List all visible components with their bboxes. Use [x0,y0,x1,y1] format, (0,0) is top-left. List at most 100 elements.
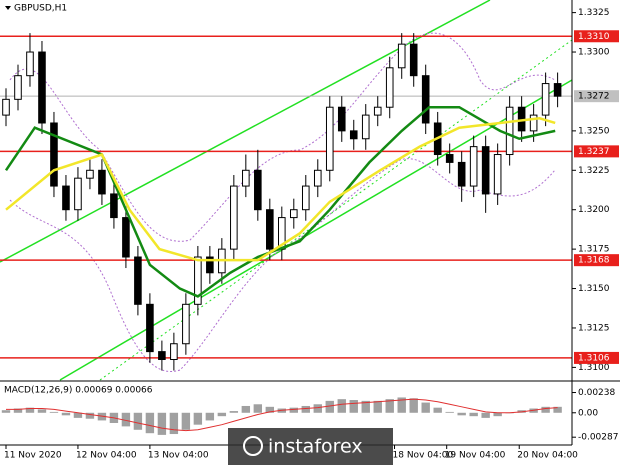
x-tick-label: 19 Nov 04:00 [445,451,506,461]
chart-title: GBPUSD,H1 [14,4,67,14]
candle-body [170,343,178,361]
candle-body [301,185,310,211]
candle-body [158,351,166,361]
x-tick-label: 13 Nov 04:00 [148,451,209,461]
candle-body [493,154,502,195]
channel-mid [99,39,573,381]
macd-bar [181,412,191,430]
macd-bar [337,399,346,413]
candle-body [74,177,82,211]
candle-body [194,256,202,305]
candle-body [313,169,322,187]
y-tick-label: 1.3250 [578,126,610,136]
candle-body [445,154,454,163]
macd-bar [481,412,490,418]
moving-average [4,105,556,298]
candle-body [14,75,22,100]
channel-lower [59,79,573,381]
macd-bar [157,412,167,435]
y-tick-label: 1.3325 [578,8,610,18]
candle-body [86,169,94,179]
envelope-upper [9,32,556,242]
candle-body [230,185,238,250]
candle-body [289,209,298,219]
y-tick-label: 1.3200 [578,205,610,215]
macd-bar [421,402,430,413]
last-price-box [574,90,619,103]
candle-body [62,185,70,211]
macd-bar [493,412,502,417]
candle-body [2,98,10,116]
candle-body [182,303,190,345]
macd-bar [373,400,382,413]
macd-bar [313,404,322,413]
macd-bar [37,409,47,413]
macd-bar [361,400,370,413]
level-box [574,30,619,43]
last-price-label: 1.3272 [578,92,610,102]
macd-bar [229,411,239,413]
macd-bar [205,412,215,421]
macd-bar [217,412,227,417]
candle-body [541,83,550,116]
x-tick-label: 20 Nov 04:00 [517,451,578,461]
candle-body [553,83,562,97]
macd-bar [193,412,203,425]
macd-bar [73,412,83,418]
macd-bar [169,412,179,435]
macd-title: MACD(12,26,9) 0.00069 0.00066 [4,386,153,396]
macd-bar [469,412,478,417]
macd-bar [253,404,263,413]
macd-bar [85,412,95,419]
macd-bar [409,398,418,413]
macd-bar [553,406,562,413]
candle-body [361,114,370,140]
candle-body [397,43,406,69]
signal-line [5,398,558,432]
candle-body [349,130,358,140]
y-tick-label: 1.3225 [578,166,610,176]
channel-lines [0,0,573,381]
watermark: instaforex [228,428,393,465]
candle-body [481,146,490,195]
moving-average [5,116,556,262]
candle-body [409,43,418,77]
x-tick-label: 18 Nov 04:00 [393,451,454,461]
macd-bar [13,408,23,413]
macd-bar [121,412,131,427]
candle-body [421,75,430,124]
x-tick-label: 11 Nov 2020 [4,451,62,461]
y-tick-label: 1.3300 [578,48,610,58]
macd-bar [49,411,59,413]
macd-bar [133,412,143,430]
candle-body [325,106,334,171]
candle-body [266,209,274,250]
candle-body [457,161,466,187]
candle-body [254,169,262,211]
y-tick-label: 1.3175 [578,245,610,255]
candle-body [110,193,118,219]
macd-bar [265,406,275,413]
macd-bar [1,410,11,413]
candle-body [337,106,346,132]
level-label: 1.3168 [578,256,610,266]
y-tick-label: 1.3100 [578,363,610,373]
macd-bar [61,412,71,416]
y-tick-label: 0.00 [578,408,598,418]
level-box [574,254,619,267]
channel-upper [0,0,491,263]
candle-body [529,114,538,132]
candle-body [38,51,46,124]
level-label: 1.3106 [578,353,610,363]
macd-bar [289,407,298,413]
level-box [574,351,619,364]
macd-bar [349,400,358,413]
macd-panel: 0.00238 0.00 -0.00287 11 Nov 2020 12 Nov 04:… [1,388,618,461]
macd-bar [25,407,35,413]
macd-bar [541,406,550,413]
y-tick-label: 1.3125 [578,323,610,333]
macd-bar [301,405,310,413]
